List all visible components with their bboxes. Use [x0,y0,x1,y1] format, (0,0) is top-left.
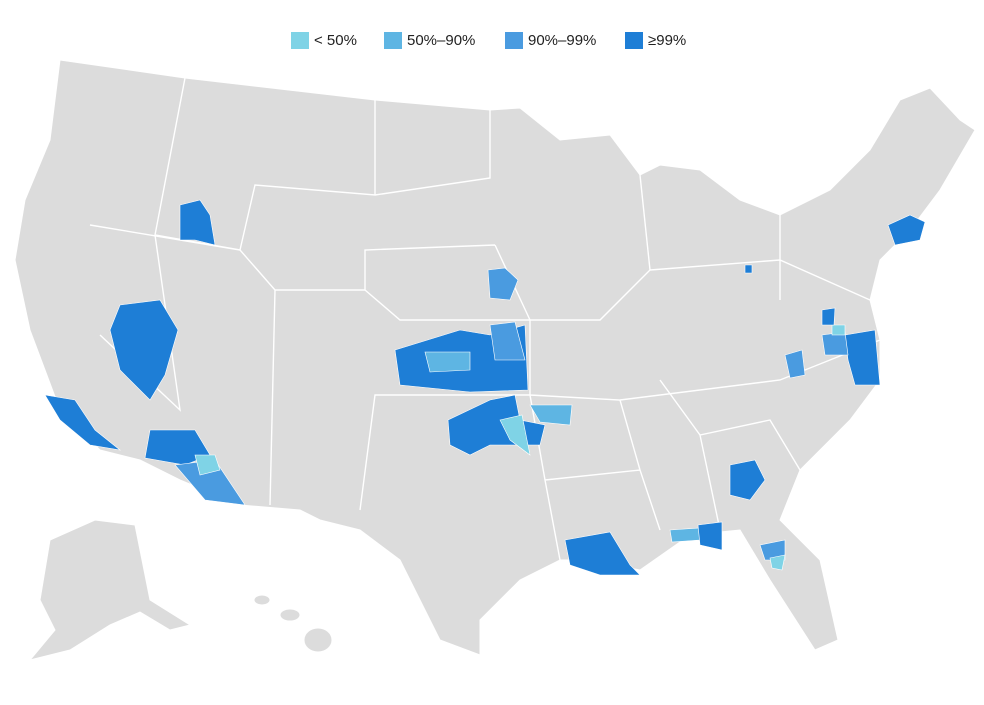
coverage-region [784,349,806,379]
coverage-region [499,414,531,456]
coverage-region [769,554,786,571]
coverage-region [109,299,179,401]
coverage-region [831,324,846,336]
legend-swatch [505,32,523,49]
coverage-region [44,394,122,451]
coverage-region [759,539,786,561]
coverage-region [697,521,723,551]
hawaii-island [279,608,301,622]
coverage-region [529,404,573,426]
coverage-regions [44,199,926,576]
coverage-region [489,321,526,361]
legend-swatch [291,32,309,49]
coverage-region [564,531,641,576]
coverage-region [821,331,849,356]
coverage-region [821,307,836,326]
legend-swatch [625,32,643,49]
coverage-region [487,267,519,301]
alaska [28,519,192,661]
legend-label: 50%–90% [407,32,475,49]
coverage-region [729,459,766,501]
coverage-region [424,351,471,373]
coverage-region [844,329,881,386]
legend-swatch [384,32,402,49]
legend-label: ≥99% [648,32,686,49]
coverage-region [887,214,926,246]
legend-label: 90%–99% [528,32,596,49]
legend-label: < 50% [314,32,357,49]
coverage-region [744,264,753,274]
hawaii-island [303,627,333,653]
legend: < 50% 50%–90% 90%–99% ≥99% [291,32,686,49]
coverage-region [194,454,221,476]
coverage-region [669,527,701,543]
hawaii-island [253,594,271,606]
coverage-region [179,199,216,246]
